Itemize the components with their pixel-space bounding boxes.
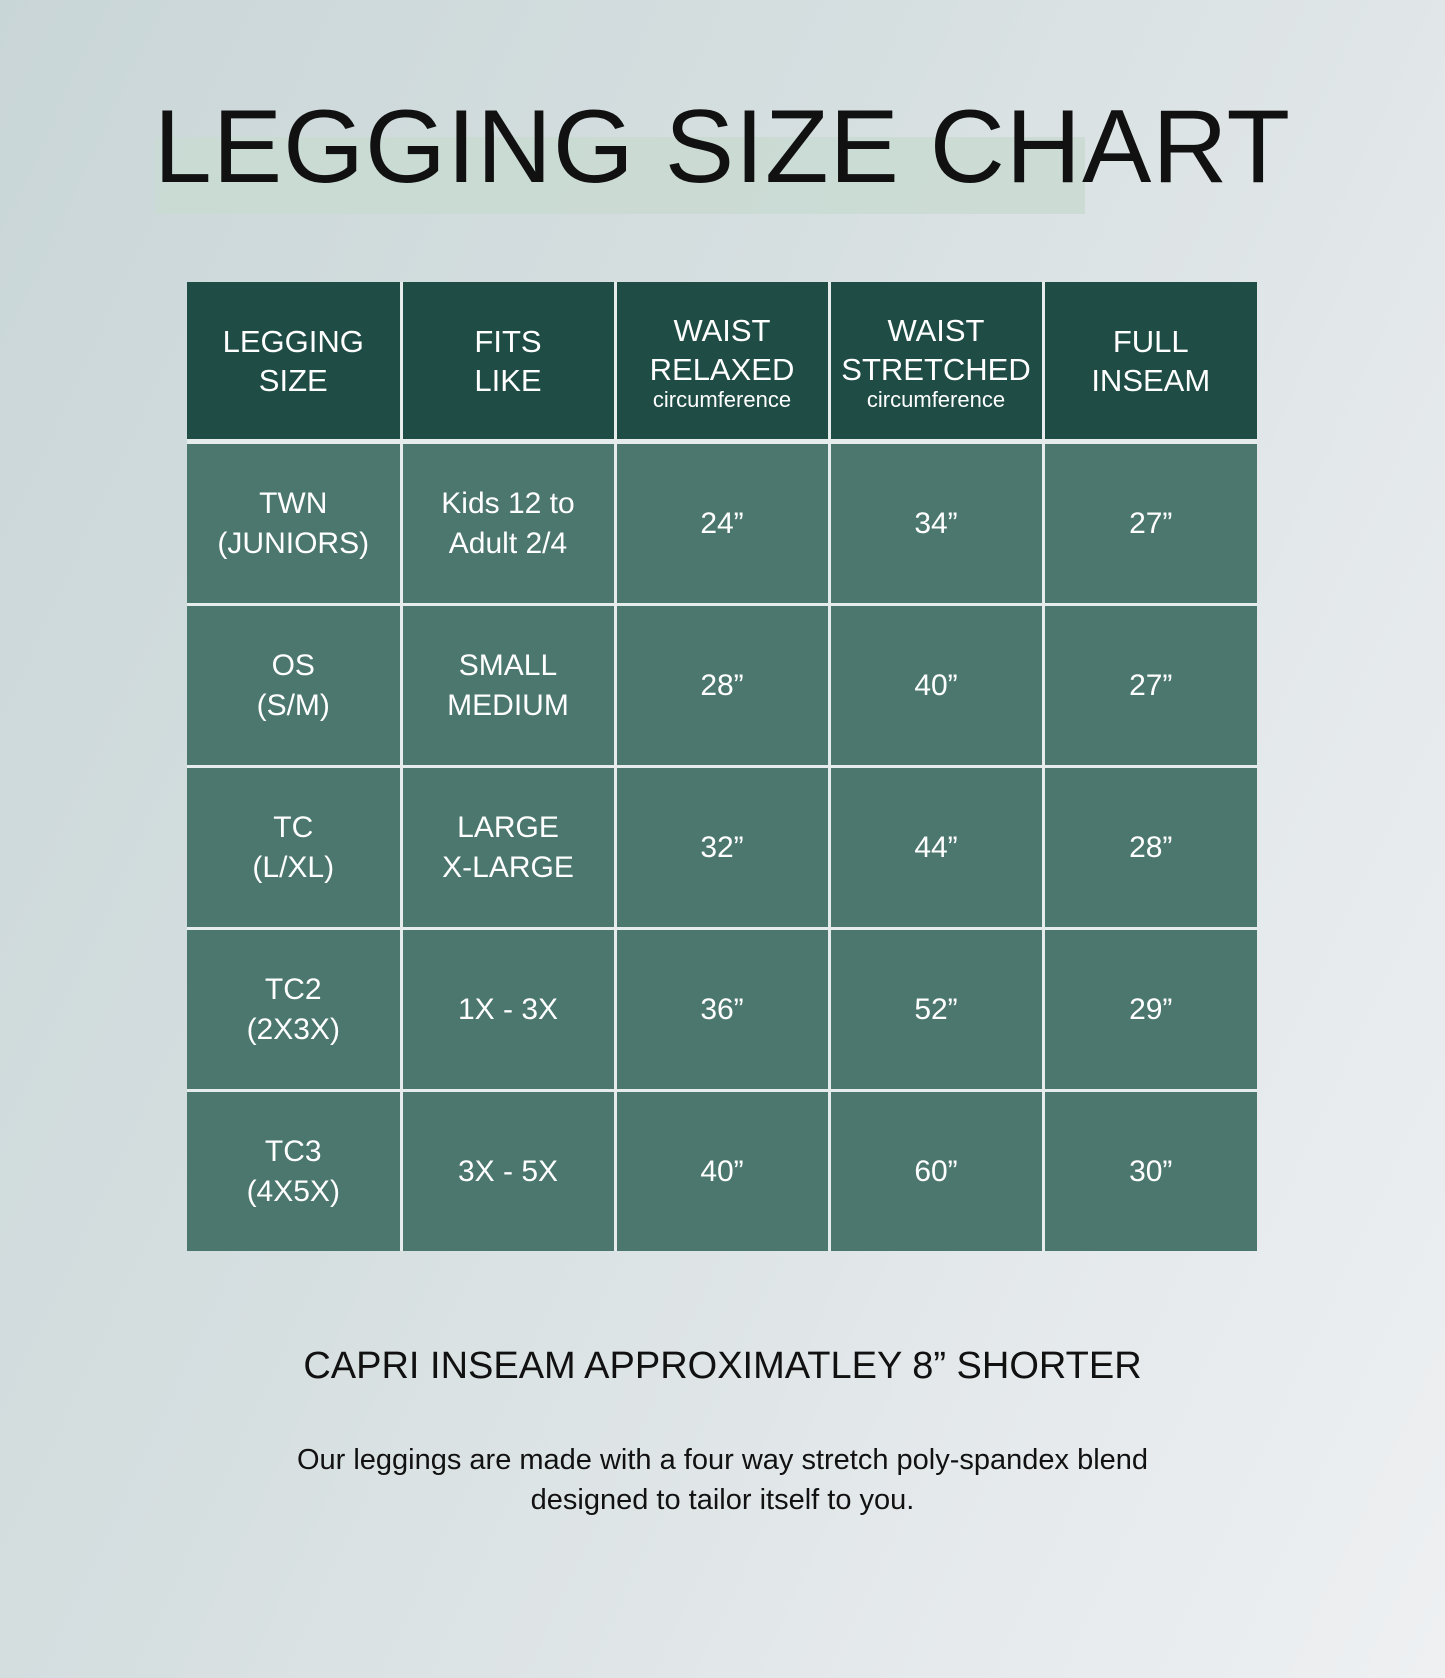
inseam-cell: 29” <box>1041 927 1257 1092</box>
fits-line: MEDIUM <box>447 688 569 722</box>
size-cell: TC2 (2X3X) <box>187 927 403 1092</box>
header-line: WAIST <box>673 312 771 348</box>
fits-cell: SMALL MEDIUM <box>399 603 617 768</box>
stretched-cell: 34” <box>827 440 1045 606</box>
header-line: SIZE <box>258 362 328 398</box>
fits-line: Kids 12 to <box>441 486 575 520</box>
header-line: STRETCHED <box>841 351 1031 387</box>
table-row: TWN (JUNIORS) Kids 12 to Adult 2/4 24” 34” 27” <box>187 440 1257 606</box>
stretched-cell: 60” <box>827 1089 1045 1251</box>
fits-line: LARGE <box>457 810 559 844</box>
stretched-cell: 52” <box>827 927 1045 1092</box>
column-header: WAIST STRETCHED circumference <box>827 282 1045 444</box>
header-sub: circumference <box>652 386 792 412</box>
size-cell: TC3 (4X5X) <box>187 1089 403 1251</box>
fits-cell: 3X - 5X <box>399 1089 617 1251</box>
column-header: FULL INSEAM <box>1041 282 1257 444</box>
fits-line: 1X - 3X <box>457 992 559 1026</box>
relaxed-cell: 40” <box>613 1089 831 1251</box>
inseam-cell: 27” <box>1041 603 1257 768</box>
header-line: FULL <box>1112 323 1189 359</box>
size-line: (4X5X) <box>246 1174 340 1208</box>
size-line: (JUNIORS) <box>217 526 370 560</box>
size-line: TWN <box>259 486 328 520</box>
size-table: LEGGING SIZE FITS LIKE WAIST RELAXED circumfer… <box>187 282 1257 1251</box>
column-header: WAIST RELAXED circumference <box>613 282 831 444</box>
inseam-cell: 27” <box>1041 440 1257 606</box>
header-line: INSEAM <box>1091 362 1211 398</box>
table-row: OS (S/M) SMALL MEDIUM 28” 40” 27” <box>187 603 1257 768</box>
stretched-cell: 44” <box>827 765 1045 930</box>
header-sub: circumference <box>866 386 1006 412</box>
size-line: (L/XL) <box>252 850 335 884</box>
page-title: LEGGING SIZE CHART <box>153 89 1292 205</box>
stretched-cell: 40” <box>827 603 1045 768</box>
relaxed-cell: 32” <box>613 765 831 930</box>
relaxed-cell: 24” <box>613 440 831 606</box>
size-line: TC2 <box>264 972 322 1006</box>
relaxed-cell: 36” <box>613 927 831 1092</box>
fits-line: SMALL <box>458 648 558 682</box>
table-row: TC2 (2X3X) 1X - 3X 36” 52” 29” <box>187 927 1257 1092</box>
fits-line: Adult 2/4 <box>448 526 568 560</box>
header-line: FITS <box>474 323 542 359</box>
inseam-cell: 28” <box>1041 765 1257 930</box>
header-line: LIKE <box>474 362 542 398</box>
fits-line: X-LARGE <box>442 850 574 884</box>
inseam-cell: 30” <box>1041 1089 1257 1251</box>
column-header: LEGGING SIZE <box>187 282 403 444</box>
size-cell: OS (S/M) <box>187 603 403 768</box>
description-line: designed to tailor itself to you. <box>530 1484 915 1516</box>
size-line: TC <box>273 810 314 844</box>
table-row: TC3 (4X5X) 3X - 5X 40” 60” 30” <box>187 1089 1257 1251</box>
size-cell: TC (L/XL) <box>187 765 403 930</box>
description-line: Our leggings are made with a four way st… <box>296 1444 1149 1476</box>
fits-cell: Kids 12 to Adult 2/4 <box>399 440 617 606</box>
size-line: OS <box>271 648 315 682</box>
header-line: RELAXED <box>649 351 795 387</box>
size-cell: TWN (JUNIORS) <box>187 440 403 606</box>
size-line: (S/M) <box>256 688 330 722</box>
title-highlight <box>155 137 1085 214</box>
header-line: LEGGING <box>222 323 364 359</box>
fits-cell: LARGE X-LARGE <box>399 765 617 930</box>
relaxed-cell: 28” <box>613 603 831 768</box>
header-line: WAIST <box>887 312 985 348</box>
table-row: TC (L/XL) LARGE X-LARGE 32” 44” 28” <box>187 765 1257 930</box>
column-header: FITS LIKE <box>399 282 617 444</box>
fits-line: 3X - 5X <box>457 1154 559 1188</box>
capri-note: CAPRI INSEAM APPROXIMATLEY 8” SHORTER <box>303 1345 1142 1387</box>
fits-cell: 1X - 3X <box>399 927 617 1092</box>
header-row: LEGGING SIZE FITS LIKE WAIST RELAXED circumfer… <box>187 282 1257 444</box>
size-line: TC3 <box>264 1134 322 1168</box>
size-line: (2X3X) <box>246 1012 340 1046</box>
description: Our leggings are made with a four way st… <box>0 1440 1445 1520</box>
